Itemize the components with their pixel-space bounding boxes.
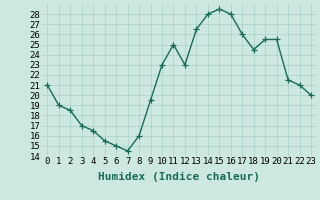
X-axis label: Humidex (Indice chaleur): Humidex (Indice chaleur) [98, 172, 260, 182]
